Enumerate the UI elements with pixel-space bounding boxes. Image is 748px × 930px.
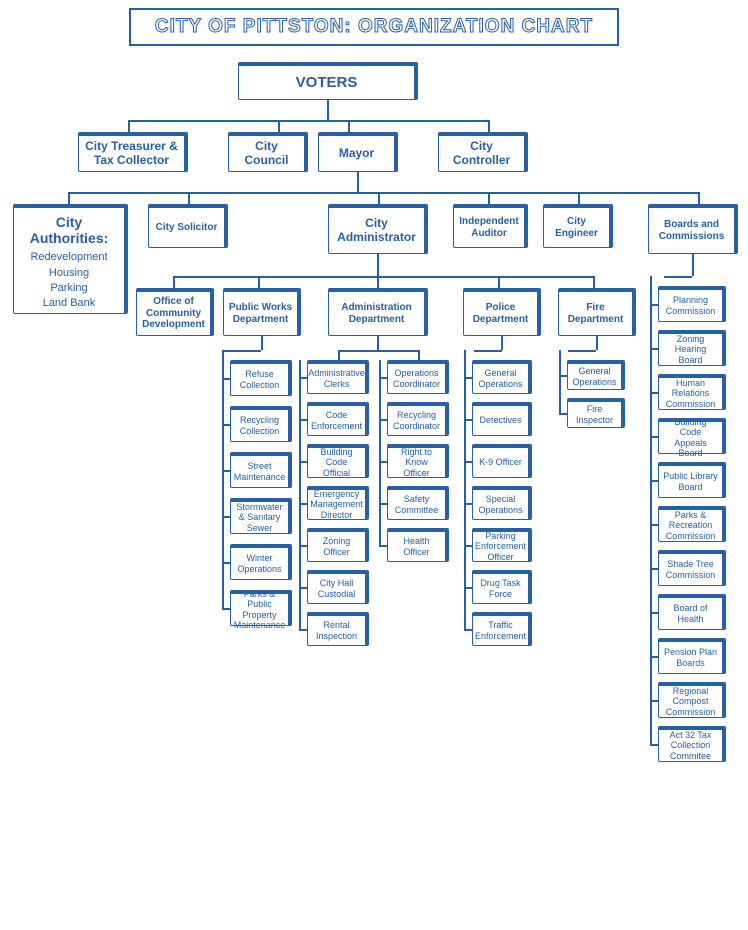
node-ocd: Office of Community Development [136,288,214,336]
node-police-child-3: Special Operations [472,486,532,520]
node-police-child-0: General Operations [472,360,532,394]
node-admin-left-5: City Hall Custodial [307,570,369,604]
node-pw-child-3: Stormwater & Sanitary Sewer [230,498,292,534]
node-admin-left-2: Building Code Official [307,444,369,478]
node-admin-right-0: Operations Coordinator [387,360,449,394]
node-admin-right-3: Safety Committee [387,486,449,520]
authorities-item-0: Redevelopment [30,250,107,265]
node-fire-child-1: Fire Inspector [567,398,625,428]
node-police: Police Department [463,288,541,336]
node-pw-child-1: Recycling Collection [230,406,292,442]
org-chart: VOTERS City Treasurer & Tax Collector City… [8,62,740,922]
title-container: CITY OF PITTSTON: ORGANIZATION CHART [8,8,740,46]
authorities-item-3: Land Bank [43,296,96,311]
node-admin-left-6: Rental Inspection [307,612,369,646]
node-police-child-6: Traffic Enforcement [472,612,532,646]
node-pw-child-5: Parks & Public Property Maintenance [230,590,292,626]
node-solicitor: City Solicitor [148,204,228,248]
authorities-title: City Authorities: [18,214,120,246]
node-board-child-1: Zoning Hearing Board [658,330,726,366]
node-auditor: Independent Auditor [453,204,528,248]
node-board-child-9: Regional Compost Commission [658,682,726,718]
node-controller: City Controller [438,132,528,172]
node-admin-left-0: Administrative Clerks [307,360,369,394]
authorities-item-2: Parking [50,281,87,296]
node-admin-right-2: Right to Know Officer [387,444,449,478]
node-admin-right-1: Recycling Coordinator [387,402,449,436]
node-admin-left-3: Emergency Management Director [307,486,369,520]
node-authorities: City Authorities: RedevelopmentHousingPar… [13,204,128,314]
node-pw: Public Works Department [223,288,301,336]
node-admin-right-4: Health Officer [387,528,449,562]
node-administrator: City Administrator [328,204,428,254]
node-board-child-5: Parks & Recreation Commission [658,506,726,542]
node-admin-left-4: Zoning Officer [307,528,369,562]
node-boards: Boards and Commissions [648,204,738,254]
node-admin-dept: Administration Department [328,288,428,336]
node-engineer: City Engineer [543,204,613,248]
node-board-child-2: Human Relations Commission [658,374,726,410]
node-board-child-8: Pension Plan Boards [658,638,726,674]
node-pw-child-0: Refuse Collection [230,360,292,396]
node-police-child-4: Parking Enforcement Officer [472,528,532,562]
page-title: CITY OF PITTSTON: ORGANIZATION CHART [129,8,619,46]
node-admin-left-1: Code Enforcement [307,402,369,436]
node-voters: VOTERS [238,62,418,100]
node-board-child-7: Board of Health [658,594,726,630]
node-board-child-0: Planning Commission [658,286,726,322]
node-board-child-10: Act 32 Tax Collection Commitee [658,726,726,762]
authorities-item-1: Housing [49,266,89,281]
node-board-child-4: Public Library Board [658,462,726,498]
node-pw-child-2: Street Maintenance [230,452,292,488]
node-board-child-6: Shade Tree Commission [658,550,726,586]
node-mayor: Mayor [318,132,398,172]
node-treasurer: City Treasurer & Tax Collector [78,132,188,172]
node-council: City Council [228,132,308,172]
node-board-child-3: Building Code Appeals Board [658,418,726,454]
node-pw-child-4: Winter Operations [230,544,292,580]
node-fire: Fire Department [558,288,636,336]
node-police-child-1: Detectives [472,402,532,436]
node-police-child-5: Drug Task Force [472,570,532,604]
node-police-child-2: K-9 Officer [472,444,532,478]
node-fire-child-0: General Operations [567,360,625,390]
